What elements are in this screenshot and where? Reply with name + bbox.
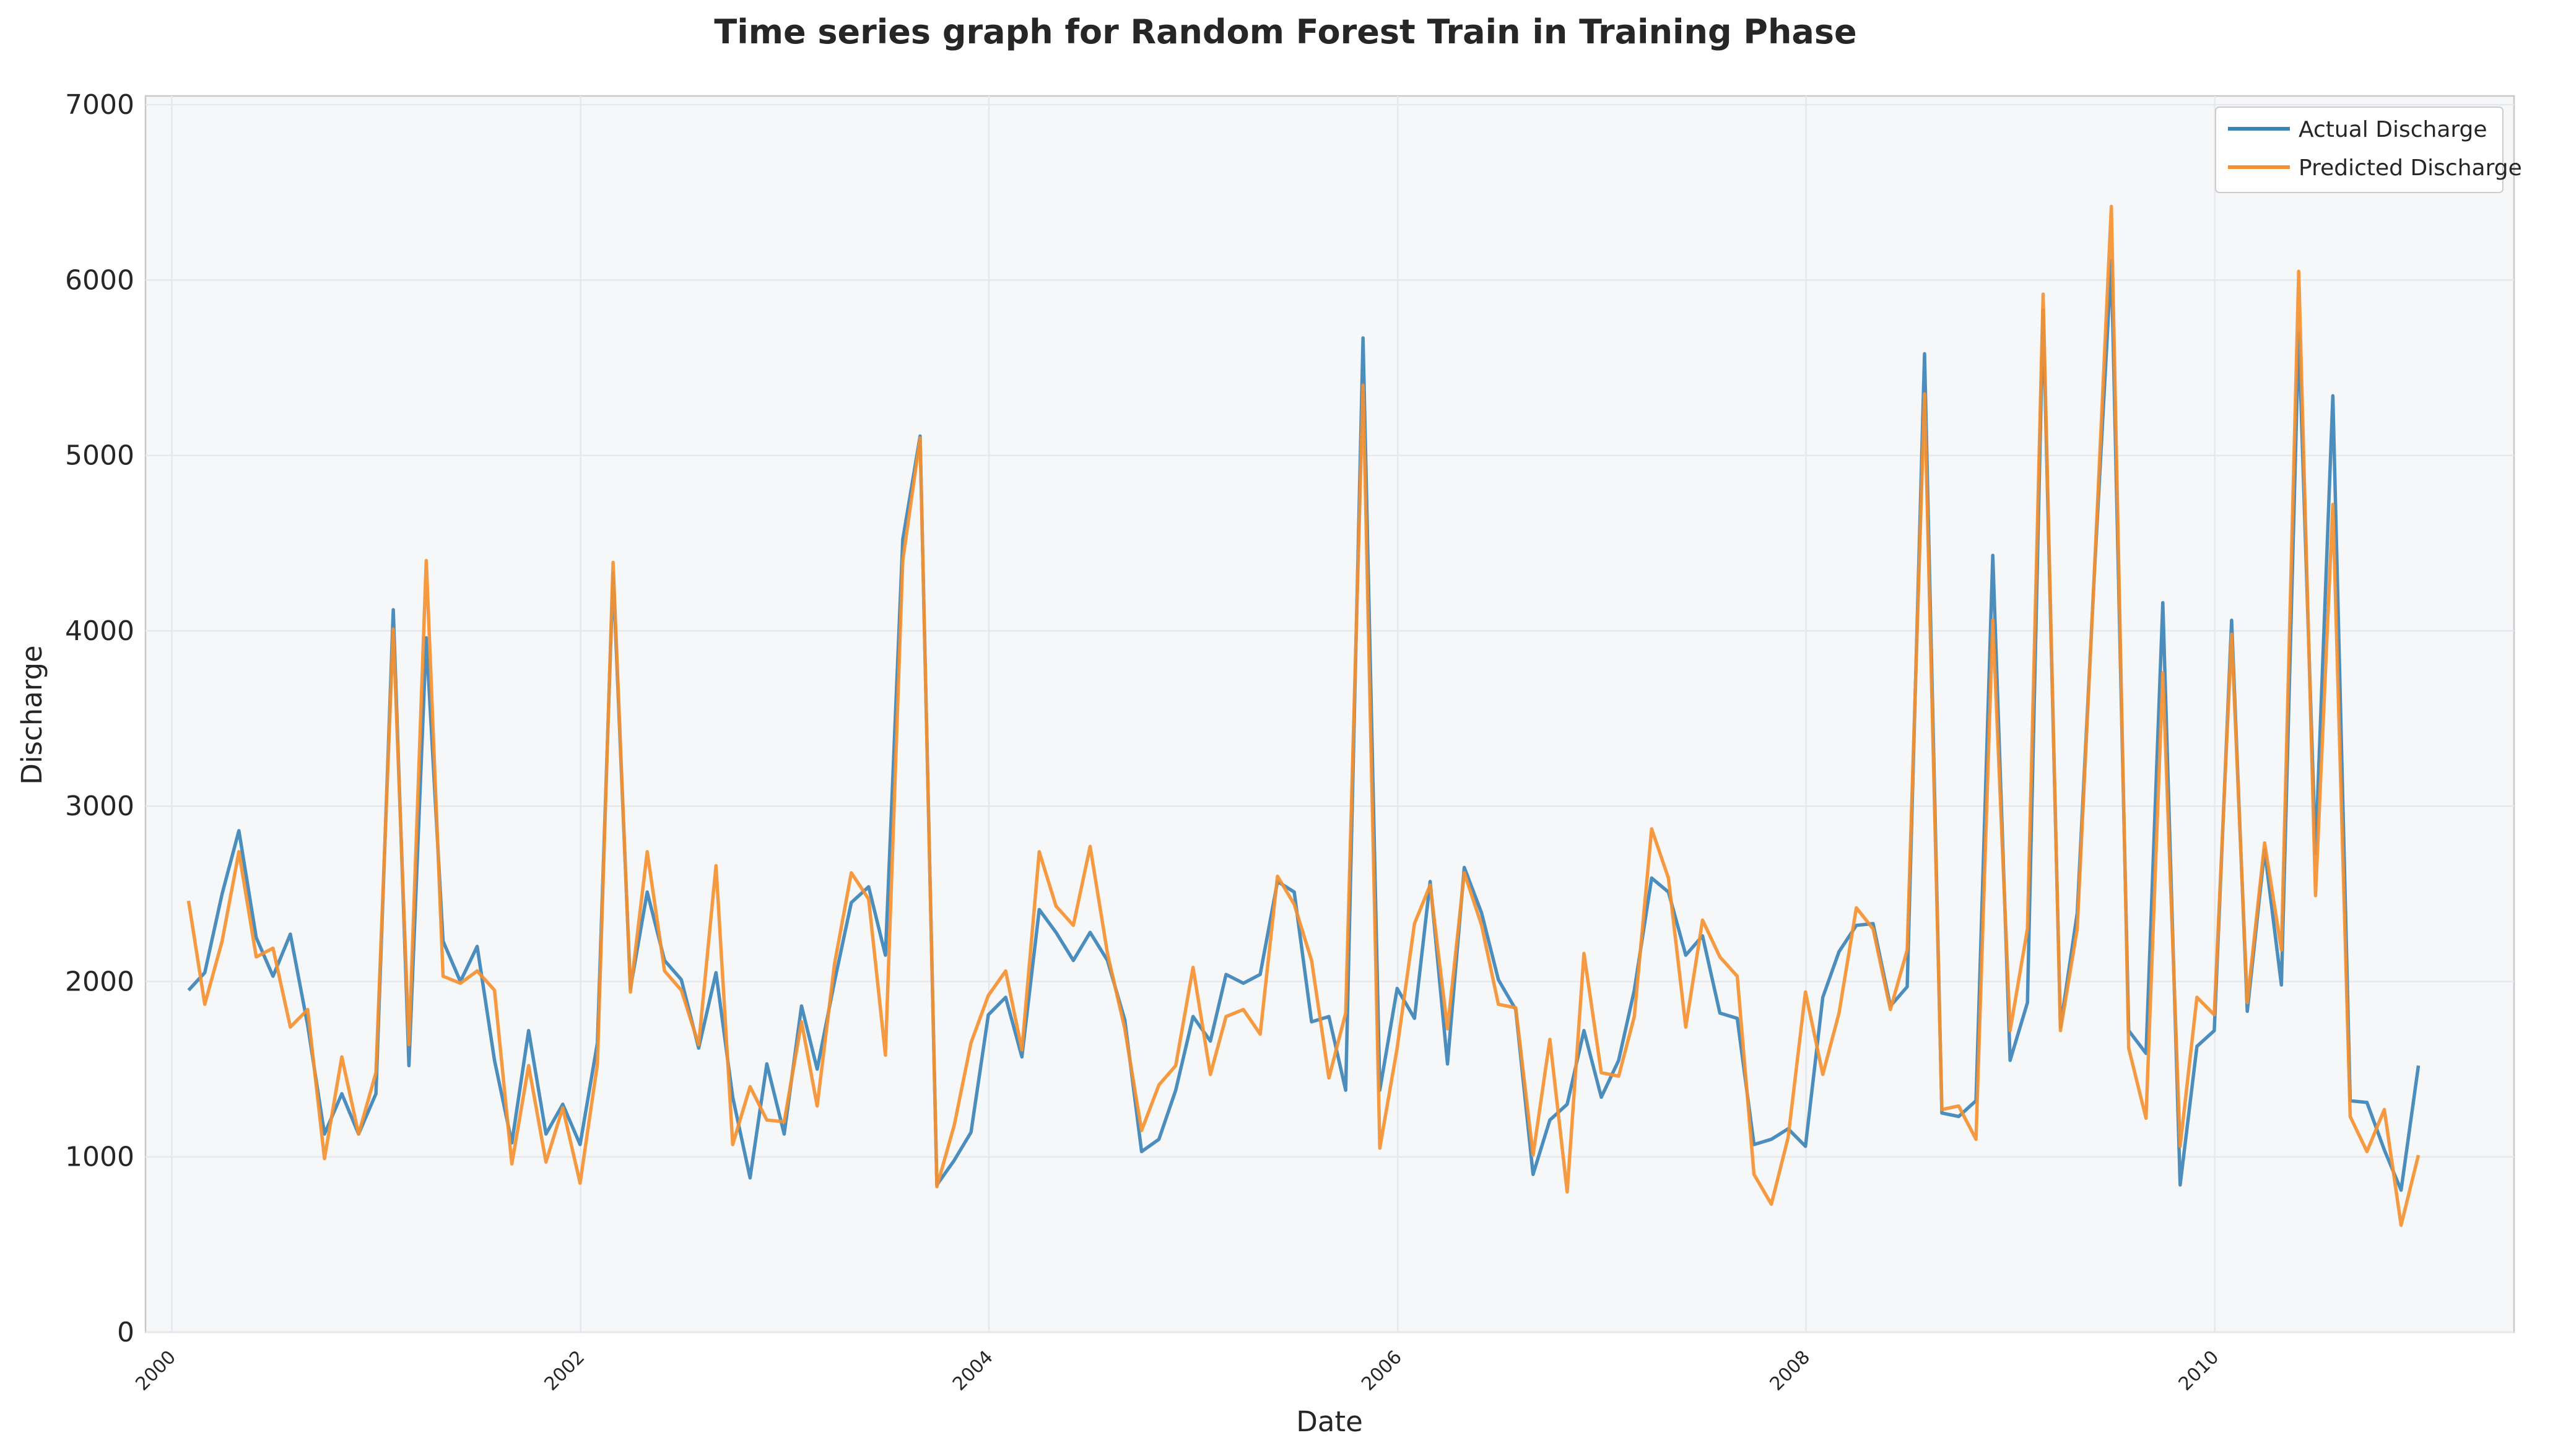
legend: Actual Discharge Predicted Discharge (2215, 106, 2522, 193)
legend-predicted-label: Predicted Discharge (2299, 155, 2522, 181)
x-tick-label: 2008 (1765, 1346, 1814, 1395)
grid (146, 96, 2514, 1333)
x-tick-label: 2010 (2175, 1346, 2224, 1395)
x-axis-ticks: 2000 2002 2004 2006 2008 2010 (131, 1346, 2223, 1395)
x-tick-label: 2004 (949, 1346, 998, 1395)
chart-title: Time series graph for Random Forest Trai… (714, 12, 1856, 51)
x-tick-label: 2000 (131, 1346, 180, 1395)
y-tick-label: 5000 (65, 440, 134, 472)
y-tick-label: 1000 (65, 1142, 134, 1173)
predicted-discharge-line (186, 204, 2421, 1227)
y-tick-label: 4000 (65, 615, 134, 647)
legend-actual-label: Actual Discharge (2299, 117, 2487, 142)
x-tick-label: 2006 (1357, 1346, 1406, 1395)
y-tick-label: 2000 (65, 966, 134, 997)
x-axis-label: Date (1296, 1405, 1363, 1438)
series-lines (186, 204, 2421, 1227)
y-tick-label: 7000 (65, 89, 134, 121)
y-tick-label: 6000 (65, 264, 134, 296)
y-tick-label: 3000 (65, 791, 134, 822)
x-tick-label: 2002 (541, 1346, 589, 1395)
y-axis-ticks: 0 1000 2000 3000 4000 5000 6000 7000 (65, 89, 134, 1348)
y-tick-label: 0 (117, 1317, 134, 1348)
y-axis-label: Discharge (15, 645, 48, 784)
